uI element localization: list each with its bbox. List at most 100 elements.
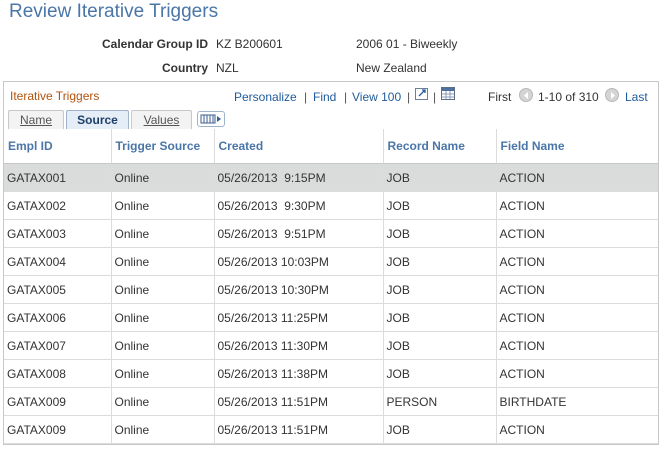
next-row-icon[interactable]	[605, 88, 619, 102]
last-link[interactable]: Last	[625, 90, 648, 104]
cell-field-name: ACTION	[496, 415, 658, 444]
cell-empl-id: GATAX009	[4, 387, 112, 416]
tab-source[interactable]: Source	[66, 110, 129, 129]
calendar-group-label: Calendar Group ID	[101, 37, 208, 51]
cell-trigger-source: Online	[111, 415, 215, 444]
calendar-group-id: KZ B200601	[216, 37, 283, 51]
tab-name[interactable]: Name	[8, 110, 64, 129]
table-row[interactable]: GATAX001 Online 05/26/2013 9:15PM JOB ACTION	[4, 163, 658, 192]
cell-field-name: ACTION	[496, 275, 658, 304]
cell-field-name: ACTION	[496, 359, 658, 388]
tab-name-label: Name	[19, 113, 52, 127]
cell-empl-id: GATAX008	[4, 359, 112, 388]
cell-field-name: ACTION	[496, 247, 658, 276]
table-row[interactable]: GATAX006 Online 05/26/2013 11:25PM JOB ACTIO…	[4, 303, 658, 332]
table-row[interactable]: GATAX004 Online 05/26/2013 10:03PM JOB ACTIO…	[4, 247, 658, 276]
cell-created: 05/26/2013 11:30PM	[214, 331, 384, 360]
cell-trigger-source: Online	[111, 303, 215, 332]
cell-field-name: ACTION	[496, 331, 658, 360]
cell-empl-id: GATAX005	[4, 275, 112, 304]
cell-record-name: JOB	[383, 415, 497, 444]
previous-row-icon[interactable]	[519, 88, 533, 102]
row-range: 1-10 of 310	[538, 90, 599, 104]
cell-created: 05/26/2013 11:38PM	[214, 359, 384, 388]
cell-trigger-source: Online	[111, 247, 215, 276]
cell-record-name: JOB	[383, 247, 497, 276]
country-label: Country	[162, 61, 208, 75]
find-link[interactable]: Find	[313, 90, 337, 104]
cell-created: 05/26/2013 10:30PM	[214, 275, 384, 304]
tab-source-label: Source	[77, 113, 118, 127]
personalize-link[interactable]: Personalize	[234, 90, 297, 104]
cell-record-name: JOB	[383, 163, 497, 192]
cell-empl-id: GATAX001	[4, 163, 112, 192]
calendar-group-description: 2006 01 - Biweekly	[356, 37, 458, 51]
view-all-link[interactable]: View 100	[352, 90, 402, 104]
column-header-empl-id[interactable]: Empl ID	[4, 129, 112, 164]
cell-field-name: ACTION	[496, 303, 658, 332]
cell-created: 05/26/2013 11:51PM	[214, 387, 384, 416]
column-header-field-name[interactable]: Field Name	[496, 129, 658, 164]
download-excel-icon[interactable]	[441, 87, 455, 100]
cell-empl-id: GATAX002	[4, 191, 112, 220]
country-code: NZL	[216, 61, 239, 75]
separator: |	[407, 90, 411, 104]
cell-empl-id: GATAX004	[4, 247, 112, 276]
page-title: Review Iterative Triggers	[9, 1, 219, 22]
cell-empl-id: GATAX003	[4, 219, 112, 248]
show-all-columns-icon[interactable]	[197, 111, 225, 127]
cell-record-name: JOB	[383, 359, 497, 388]
cell-empl-id: GATAX009	[4, 415, 112, 444]
cell-trigger-source: Online	[111, 331, 215, 360]
cell-trigger-source: Online	[111, 275, 215, 304]
zoom-grid-icon[interactable]	[415, 87, 429, 100]
triggers-table: Empl ID Trigger Source Created Record Na…	[4, 129, 658, 444]
column-header-created[interactable]: Created	[214, 129, 384, 164]
cell-record-name: JOB	[383, 191, 497, 220]
cell-trigger-source: Online	[111, 359, 215, 388]
separator: |	[344, 90, 348, 104]
column-header-trigger-source[interactable]: Trigger Source	[111, 129, 215, 164]
cell-created: 05/26/2013 11:25PM	[214, 303, 384, 332]
cell-trigger-source: Online	[111, 191, 215, 220]
tab-values-label: Values	[143, 113, 180, 127]
cell-record-name: JOB	[383, 331, 497, 360]
table-header-row: Empl ID Trigger Source Created Record Na…	[4, 129, 658, 164]
cell-created: 05/26/2013 10:03PM	[214, 247, 384, 276]
table-body: GATAX001 Online 05/26/2013 9:15PM JOB ACTION…	[4, 163, 658, 444]
separator: |	[433, 90, 437, 104]
cell-field-name: ACTION	[496, 219, 658, 248]
country-name: New Zealand	[356, 61, 427, 75]
cell-field-name: ACTION	[496, 163, 658, 192]
cell-record-name: JOB	[383, 275, 497, 304]
table-row[interactable]: GATAX008 Online 05/26/2013 11:38PM JOB ACTIO…	[4, 359, 658, 388]
table-row[interactable]: GATAX009 Online 05/26/2013 11:51PM PERSON BI…	[4, 387, 658, 416]
cell-trigger-source: Online	[111, 163, 215, 192]
column-header-record-name[interactable]: Record Name	[383, 129, 497, 164]
cell-trigger-source: Online	[111, 387, 215, 416]
cell-created: 05/26/2013 9:30PM	[214, 191, 384, 220]
grid-header-bar: Iterative Triggers Personalize | Find | …	[4, 82, 658, 108]
cell-trigger-source: Online	[111, 219, 215, 248]
cell-created: 05/26/2013 9:51PM	[214, 219, 384, 248]
first-label: First	[488, 90, 512, 104]
cell-empl-id: GATAX006	[4, 303, 112, 332]
cell-record-name: JOB	[383, 219, 497, 248]
cell-field-name: ACTION	[496, 191, 658, 220]
table-row[interactable]: GATAX005 Online 05/26/2013 10:30PM JOB ACTIO…	[4, 275, 658, 304]
tab-values[interactable]: Values	[131, 110, 192, 129]
table-row[interactable]: GATAX009 Online 05/26/2013 11:51PM JOB ACTIO…	[4, 415, 658, 444]
table-row[interactable]: GATAX007 Online 05/26/2013 11:30PM JOB ACTIO…	[4, 331, 658, 360]
cell-created: 05/26/2013 9:15PM	[214, 163, 384, 192]
cell-created: 05/26/2013 11:51PM	[214, 415, 384, 444]
table-row[interactable]: GATAX003 Online 05/26/2013 9:51PM JOB ACTION	[4, 219, 658, 248]
cell-record-name: JOB	[383, 303, 497, 332]
grid-tab-bar: Name Source Values	[8, 108, 638, 130]
cell-empl-id: GATAX007	[4, 331, 112, 360]
separator: |	[304, 90, 308, 104]
cell-field-name: BIRTHDATE	[496, 387, 658, 416]
table-row[interactable]: GATAX002 Online 05/26/2013 9:30PM JOB ACTION	[4, 191, 658, 220]
grid-title: Iterative Triggers	[10, 89, 100, 103]
cell-record-name: PERSON	[383, 387, 497, 416]
iterative-triggers-grid: Iterative Triggers Personalize | Find | …	[3, 81, 659, 445]
